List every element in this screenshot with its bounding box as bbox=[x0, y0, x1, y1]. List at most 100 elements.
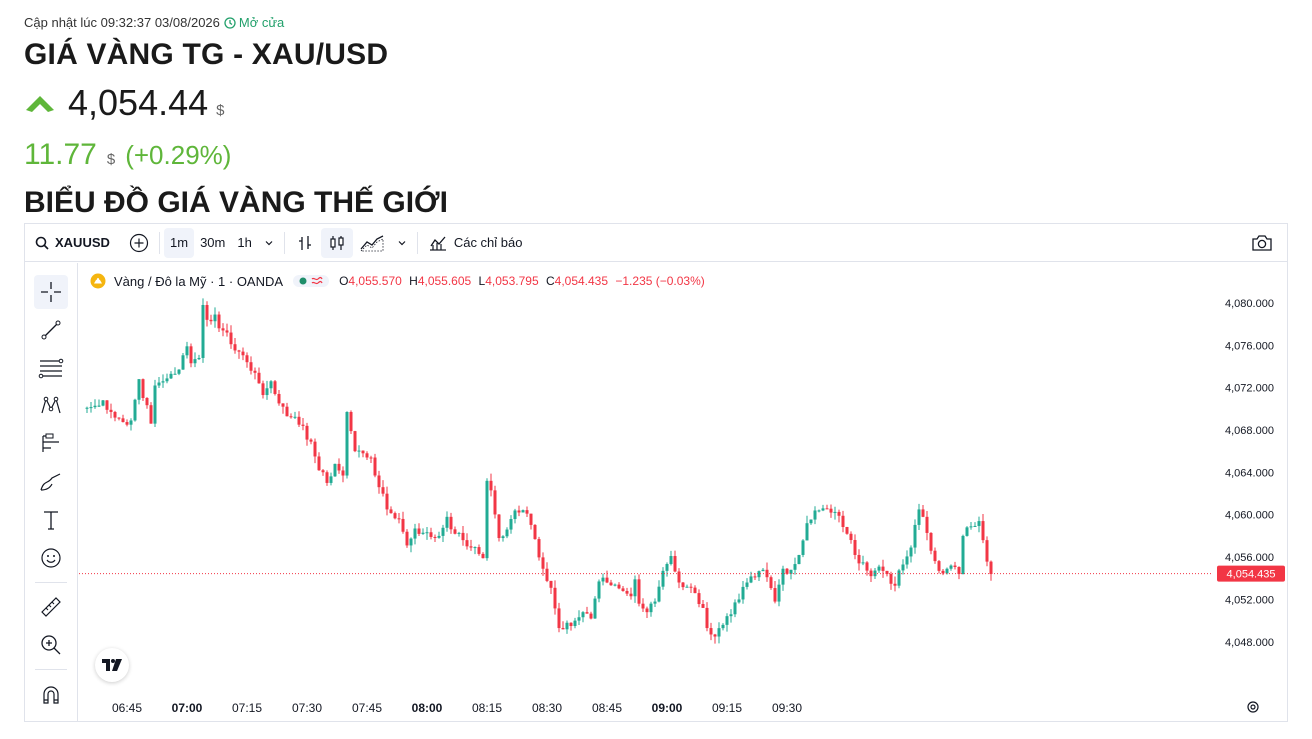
emoji-tool[interactable] bbox=[34, 541, 68, 575]
time-tick-label: 07:00 bbox=[172, 701, 203, 715]
candle-body bbox=[357, 450, 361, 452]
candle-body bbox=[797, 554, 801, 565]
candle-body bbox=[925, 516, 929, 533]
indicators-button[interactable]: Các chỉ báo bbox=[422, 228, 529, 258]
current-price: 4,054.44 bbox=[68, 82, 209, 123]
forecast-tool[interactable] bbox=[34, 427, 68, 461]
symbol-search[interactable]: XAUUSD bbox=[25, 228, 123, 258]
candle-body bbox=[345, 411, 349, 476]
brush-tool[interactable] bbox=[34, 465, 68, 499]
candle-body bbox=[185, 346, 189, 356]
tradingview-logo[interactable] bbox=[95, 648, 129, 682]
candle-body bbox=[717, 628, 721, 637]
toolbar-divider bbox=[159, 231, 160, 254]
candle-body bbox=[501, 536, 505, 539]
text-tool[interactable] bbox=[34, 503, 68, 537]
indicators-label: Các chỉ báo bbox=[453, 235, 523, 250]
interval-dropdown[interactable] bbox=[258, 228, 280, 258]
candle-body bbox=[353, 431, 357, 452]
candle-body bbox=[149, 405, 153, 424]
toolbar-divider bbox=[416, 231, 418, 254]
market-status-pill[interactable] bbox=[293, 275, 330, 287]
change-unit: $ bbox=[106, 151, 116, 168]
updated-label: Cập nhật lúc 09:32:37 03/08/2026 bbox=[24, 15, 220, 30]
crosshair-icon bbox=[41, 282, 61, 302]
chevron-down-icon bbox=[265, 240, 273, 245]
candle-body bbox=[489, 480, 493, 491]
interval-1h[interactable]: 1h bbox=[237, 235, 252, 250]
candle-body bbox=[897, 570, 901, 586]
candle-body bbox=[693, 587, 697, 594]
candle-body bbox=[93, 405, 97, 408]
screenshot-button[interactable] bbox=[1245, 228, 1279, 258]
magnet-icon bbox=[43, 686, 59, 704]
candle-body bbox=[569, 622, 573, 627]
candle-body bbox=[593, 598, 597, 619]
candle-body bbox=[141, 379, 145, 398]
candle-body bbox=[825, 508, 829, 510]
candle-body bbox=[209, 319, 213, 322]
interval-1m[interactable]: 1m bbox=[164, 227, 195, 258]
interval-30m[interactable]: 30m bbox=[200, 235, 226, 250]
candle-body bbox=[813, 510, 817, 520]
candle-body bbox=[617, 584, 621, 589]
candle-body bbox=[197, 357, 201, 360]
candle-body bbox=[409, 538, 413, 546]
pattern-icon bbox=[41, 396, 61, 414]
candle-body bbox=[473, 547, 477, 549]
candle-body bbox=[769, 577, 773, 589]
candle-body bbox=[433, 536, 437, 538]
candle-body bbox=[301, 424, 305, 426]
candle-body bbox=[269, 381, 273, 389]
bar-chart-type-button[interactable] bbox=[289, 228, 321, 258]
chevron-down-icon bbox=[398, 240, 406, 245]
area-chart-type-button[interactable] bbox=[353, 228, 391, 258]
plus-circle-icon bbox=[129, 233, 149, 252]
candle-body bbox=[233, 344, 237, 351]
candle-body bbox=[669, 556, 673, 565]
crosshair-tool[interactable] bbox=[34, 275, 68, 309]
candle-body bbox=[601, 577, 605, 582]
candle-body bbox=[933, 550, 937, 562]
compare-button[interactable] bbox=[123, 228, 155, 258]
candle-body bbox=[105, 400, 109, 410]
pattern-tool[interactable] bbox=[34, 389, 68, 423]
candle-body bbox=[97, 405, 101, 407]
candlestick-chart[interactable]: 4,048.000 4,052.000 4,056.000 4,060.000 4,06… bbox=[79, 263, 1287, 721]
trend-line-tool[interactable] bbox=[34, 313, 68, 347]
candle-body bbox=[961, 535, 965, 575]
candle-body bbox=[677, 571, 681, 583]
price-tick-label: 4,048.000 bbox=[1225, 637, 1274, 649]
chart-type-dropdown[interactable] bbox=[391, 228, 413, 258]
candle-body bbox=[829, 508, 833, 513]
candle-body bbox=[157, 382, 161, 386]
candle-body bbox=[461, 532, 465, 541]
candle-body bbox=[893, 583, 897, 586]
candle-body bbox=[125, 422, 129, 425]
candle-chart-type-button[interactable] bbox=[320, 227, 353, 258]
fib-tool[interactable] bbox=[34, 351, 68, 385]
candle-body bbox=[853, 540, 857, 555]
price-unit: $ bbox=[216, 102, 225, 119]
last-price-label: 4,054.435 bbox=[1227, 569, 1276, 581]
zoom-tool[interactable] bbox=[34, 628, 68, 662]
candle-body bbox=[273, 381, 277, 394]
candle-body bbox=[637, 579, 641, 604]
ruler-tool[interactable] bbox=[34, 590, 68, 624]
candle-body bbox=[241, 351, 245, 356]
indicators-icon bbox=[429, 236, 446, 251]
candle-body bbox=[165, 378, 169, 382]
candle-body bbox=[885, 570, 889, 575]
chart-settings-button[interactable] bbox=[1245, 699, 1261, 720]
candle-body bbox=[953, 565, 957, 567]
candle-body bbox=[493, 490, 497, 515]
symbol-label: XAUUSD bbox=[55, 235, 110, 250]
tool-divider bbox=[35, 669, 67, 670]
candle-body bbox=[985, 540, 989, 562]
candle-body bbox=[713, 634, 717, 637]
candle-body bbox=[721, 624, 725, 629]
candle-body bbox=[833, 511, 837, 513]
candle-body bbox=[393, 513, 397, 519]
magnet-tool[interactable] bbox=[34, 678, 68, 712]
candle-body bbox=[305, 425, 309, 440]
